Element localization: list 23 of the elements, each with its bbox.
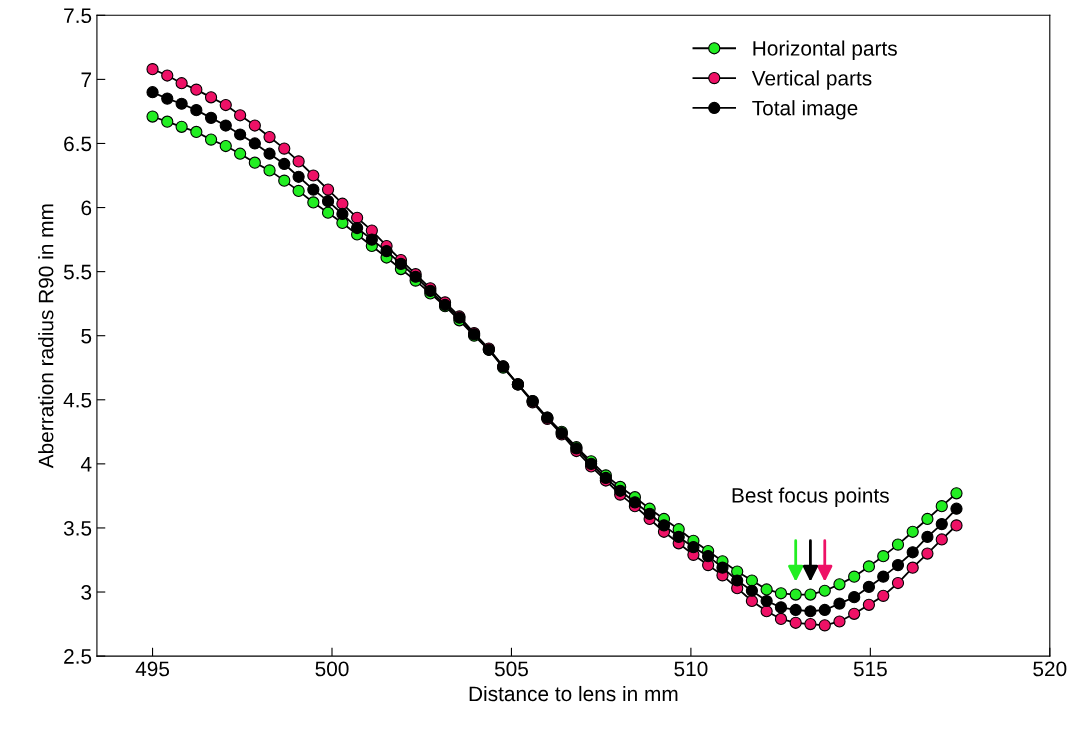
x-axis-title: Distance to lens in mm (469, 685, 678, 702)
y-tick-label: 5.5 (63, 264, 92, 280)
y-axis-title: Aberration radius R90 in mm (38, 204, 54, 469)
x-tick-label: 495 (135, 661, 170, 677)
y-tick-label: 7 (81, 72, 92, 87)
x-tick-label: 510 (674, 661, 708, 677)
x-tick-label: 515 (853, 661, 887, 677)
y-tick-label: 2.5 (64, 649, 92, 664)
y-tick-label: 7.5 (64, 8, 92, 24)
y-tick-label: 4 (80, 457, 92, 472)
x-tick-label: 500 (315, 661, 349, 677)
y-tick-label: 3.5 (63, 520, 92, 536)
annotation: Best focus points (732, 487, 889, 507)
y-tick-label: 5 (81, 328, 92, 344)
x-tick-label: 505 (494, 661, 528, 677)
legend-label: Vertical parts (751, 70, 872, 90)
legend-label: Total image (752, 100, 858, 120)
y-tick-label: 3 (81, 585, 92, 600)
x-tick-label: 520 (1033, 661, 1067, 677)
y-tick-label: 6.5 (64, 136, 92, 152)
y-tick-label: 4.5 (63, 393, 92, 408)
legend-label: Horizontal parts (753, 40, 897, 60)
y-tick-label: 6 (81, 200, 92, 216)
